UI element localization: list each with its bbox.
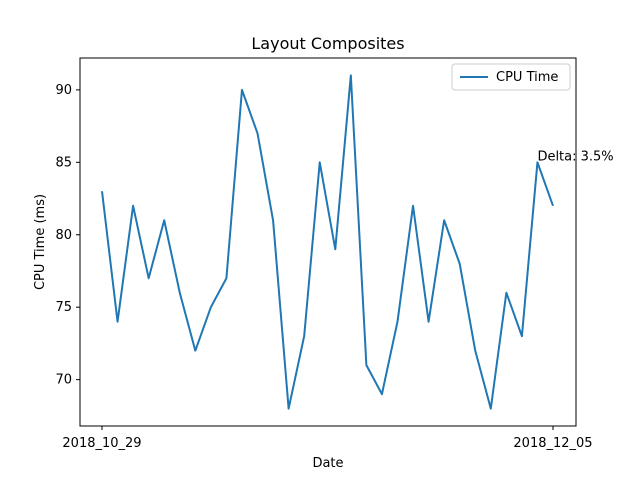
x-axis: 2018_10_29 2018_12_05 bbox=[62, 426, 593, 451]
delta-annotation: Delta: 3.5% bbox=[537, 149, 613, 164]
y-axis: 70 75 80 85 90 bbox=[55, 83, 80, 388]
y-axis-label: CPU Time (ms) bbox=[33, 194, 48, 290]
y-tick-label: 85 bbox=[55, 155, 72, 170]
y-tick-label: 80 bbox=[55, 228, 72, 243]
y-tick-label: 75 bbox=[55, 300, 72, 315]
y-tick-label: 90 bbox=[55, 83, 72, 98]
plot-area bbox=[79, 57, 577, 427]
x-tick-label: 2018_12_05 bbox=[513, 436, 592, 451]
cpu-time-series-line bbox=[101, 74, 554, 410]
x-tick-label: 2018_10_29 bbox=[62, 436, 141, 451]
y-tick-label: 70 bbox=[55, 373, 72, 388]
legend-box bbox=[451, 63, 571, 91]
legend-label: CPU Time bbox=[496, 70, 558, 85]
legend: CPU Time bbox=[451, 63, 571, 91]
series-group bbox=[101, 74, 554, 410]
chart-title: Layout Composites bbox=[251, 34, 404, 53]
annotation-group: Delta: 3.5% bbox=[537, 149, 613, 164]
x-axis-label: Date bbox=[312, 456, 343, 471]
